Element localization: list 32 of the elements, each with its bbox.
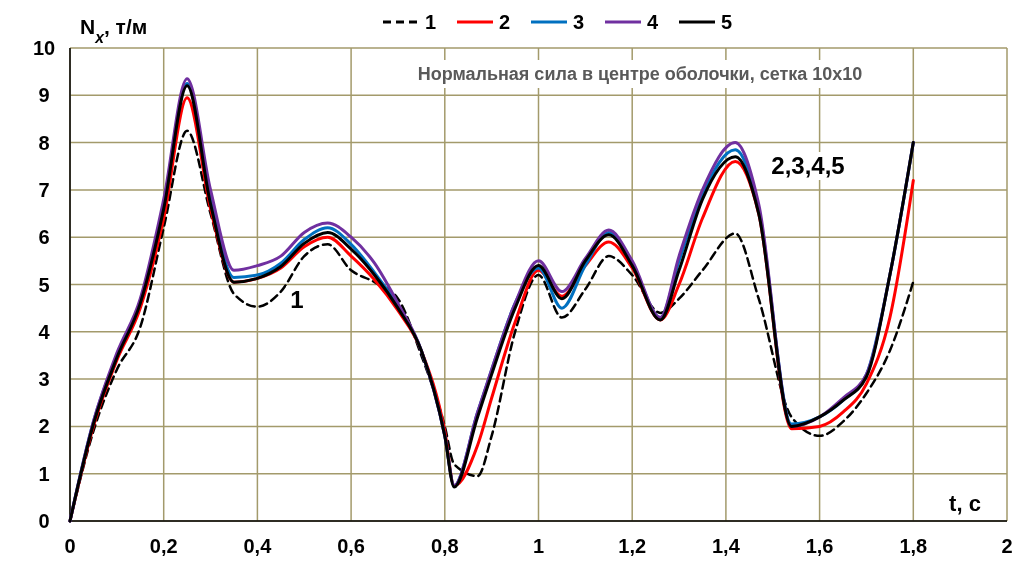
legend-label: 3 [573,11,585,33]
x-tick-label: 1 [532,535,545,557]
x-tick-label: 1,8 [899,535,928,557]
y-tick-label: 4 [38,320,51,343]
y-tick-label: 1 [38,462,50,485]
y-tick-label: 8 [38,131,50,154]
y-tick-label: 9 [38,84,50,107]
legend-label: 2 [499,11,511,33]
x-tick-label: 0,2 [149,535,178,557]
x-tick-label: 2 [1001,535,1013,557]
x-axis-title: t, с [949,491,981,516]
text: Нормальная сила в центре оболочки, сетка 10x10 [417,64,863,84]
x-tick-label: 0 [64,535,76,557]
x-tick-label: 0,4 [243,535,273,557]
x-tick-label: 1,6 [805,535,834,557]
y-axis-title: N$_{x}$, т/м [80,15,148,46]
legend-label: 1 [425,11,437,33]
legend-label: 4 [647,11,659,33]
x-tick-label: 0,6 [337,535,366,557]
annotation: 2,3,4,5 [771,152,845,179]
annotation: 1 [290,286,304,313]
y-tick-label: 10 [32,37,56,59]
x-tick-label: 1,2 [618,535,647,557]
y-tick-label: 3 [38,368,50,391]
y-tick-label: 0 [38,510,50,532]
x-tick-label: 0,8 [430,535,459,557]
legend-label: 5 [721,11,733,33]
y-tick-label: 2 [38,415,50,438]
y-tick-label: 5 [38,273,50,296]
y-tick-label: 7 [38,178,50,201]
x-tick-label: 1,4 [711,535,741,557]
y-tick-label: 6 [38,226,50,249]
